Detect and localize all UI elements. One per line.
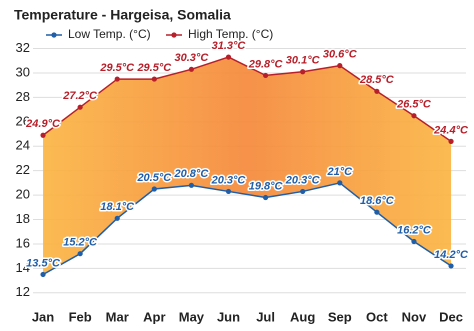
point bbox=[337, 180, 343, 186]
point bbox=[448, 263, 454, 269]
point bbox=[448, 138, 454, 144]
point bbox=[188, 182, 195, 188]
value-label: 20.5°C bbox=[136, 172, 172, 184]
point bbox=[262, 72, 269, 79]
value-label: 30.3°C bbox=[175, 52, 210, 64]
value-label: 16.2°C bbox=[397, 224, 432, 236]
point bbox=[374, 88, 380, 94]
value-label: 29.8°C bbox=[248, 58, 284, 70]
point bbox=[300, 188, 306, 195]
point bbox=[188, 66, 195, 72]
y-tick-label: 12 bbox=[16, 284, 30, 299]
value-label: 24.4°C bbox=[433, 124, 469, 136]
point bbox=[225, 54, 232, 60]
series-line bbox=[42, 182, 452, 276]
point bbox=[40, 132, 46, 138]
y-tick-label: 18 bbox=[16, 211, 30, 226]
value-label: 20.8°C bbox=[174, 168, 210, 180]
x-tick-label: Oct bbox=[366, 309, 388, 324]
point bbox=[337, 63, 343, 69]
point bbox=[114, 215, 120, 221]
value-label: 18.6°C bbox=[360, 195, 395, 207]
y-tick-label: 30 bbox=[16, 64, 30, 79]
legend-marker bbox=[51, 32, 57, 38]
x-tick-label: Feb bbox=[69, 309, 92, 324]
value-label: 18.1°C bbox=[100, 201, 135, 213]
x-tick-label: Apr bbox=[143, 309, 165, 324]
y-tick-label: 24 bbox=[16, 138, 30, 153]
legend-label: Low Temp. (°C) bbox=[68, 27, 151, 41]
x-tick-label: Jun bbox=[217, 309, 240, 324]
x-tick-label: May bbox=[179, 309, 205, 324]
chart-title: Temperature - Hargeisa, Somalia bbox=[14, 7, 231, 23]
y-tick-label: 20 bbox=[16, 187, 30, 202]
value-label: 31.3°C bbox=[212, 40, 247, 52]
y-tick-label: 22 bbox=[16, 162, 30, 177]
point bbox=[225, 188, 232, 195]
x-tick-label: Jul bbox=[256, 309, 275, 324]
point bbox=[411, 238, 417, 245]
legend-label: High Temp. (°C) bbox=[188, 27, 273, 41]
point bbox=[151, 186, 157, 192]
value-label: 29.5°C bbox=[99, 62, 135, 74]
y-tick-label: 32 bbox=[16, 40, 30, 55]
value-label: 30.1°C bbox=[286, 55, 321, 67]
y-tick-label: 14 bbox=[16, 260, 30, 275]
x-tick-label: Jan bbox=[32, 309, 54, 324]
y-tick-label: 28 bbox=[16, 89, 30, 104]
value-label: 20.3°C bbox=[211, 174, 247, 186]
point bbox=[114, 76, 120, 82]
range-area bbox=[43, 57, 452, 275]
y-tick-label: 26 bbox=[16, 113, 30, 128]
value-label: 28.5°C bbox=[359, 74, 395, 86]
point bbox=[300, 69, 306, 75]
point bbox=[151, 76, 157, 82]
value-label: 29.5°C bbox=[136, 62, 172, 74]
legend-marker bbox=[171, 32, 177, 38]
x-tick-label: Nov bbox=[402, 309, 427, 324]
x-tick-label: Sep bbox=[328, 309, 352, 324]
series-line bbox=[42, 56, 452, 142]
value-label: 30.6°C bbox=[323, 49, 358, 61]
x-tick-label: Dec bbox=[439, 309, 463, 324]
point bbox=[374, 209, 380, 215]
x-tick-label: Aug bbox=[290, 309, 315, 324]
y-tick-label: 16 bbox=[16, 235, 30, 250]
point bbox=[77, 251, 83, 257]
value-label: 27.2°C bbox=[62, 90, 98, 102]
value-label: 26.5°C bbox=[396, 99, 432, 111]
point bbox=[40, 271, 46, 278]
value-label: 21°C bbox=[326, 166, 353, 178]
x-tick-label: Mar bbox=[106, 309, 129, 324]
point bbox=[411, 113, 417, 119]
value-label: 20.3°C bbox=[285, 174, 321, 186]
value-label: 19.8°C bbox=[249, 180, 284, 192]
value-label: 15.2°C bbox=[63, 237, 98, 249]
value-label: 13.5°C bbox=[26, 257, 61, 269]
point bbox=[77, 104, 83, 110]
value-label: 14.2°C bbox=[434, 249, 469, 261]
point bbox=[262, 194, 269, 201]
value-label: 24.9°C bbox=[25, 118, 61, 130]
